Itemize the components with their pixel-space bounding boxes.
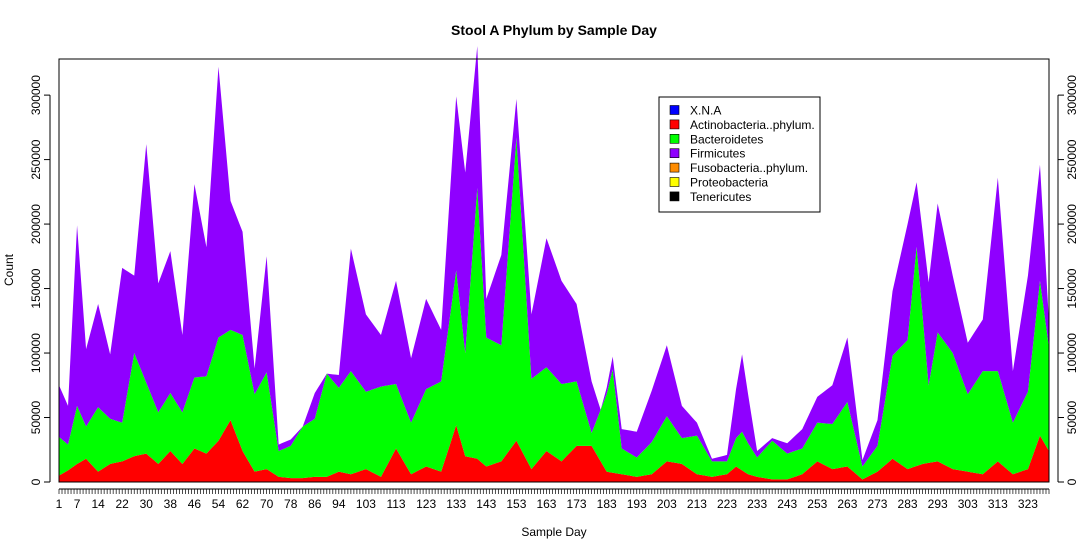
- y-tick-label-right: 300000: [1065, 75, 1079, 115]
- x-tick-label: 103: [356, 497, 376, 511]
- x-tick-label: 203: [657, 497, 677, 511]
- series-area-bacteroidetes: [59, 137, 1049, 480]
- x-tick-label: 273: [867, 497, 887, 511]
- y-axis-left: 0 50000 100000 150000 200000 250000 300000: [29, 75, 51, 485]
- x-tick-label: 46: [188, 497, 202, 511]
- legend-label: Actinobacteria..phylum.: [690, 118, 815, 132]
- x-tick-label: 94: [332, 497, 346, 511]
- legend-label: Fusobacteria..phylum.: [690, 161, 808, 175]
- x-tick-label: 313: [988, 497, 1008, 511]
- legend-label: X.N.A: [690, 104, 721, 118]
- legend: X.N.AActinobacteria..phylum.Bacteroidete…: [658, 96, 821, 213]
- y-tick-label-left: 0: [29, 478, 43, 485]
- x-axis-label: Sample Day: [521, 525, 586, 539]
- x-tick-label: 233: [747, 497, 767, 511]
- x-tick-label: 38: [164, 497, 178, 511]
- x-tick-label: 223: [717, 497, 737, 511]
- legend-swatch: [669, 177, 680, 187]
- x-tick-label: 253: [807, 497, 827, 511]
- legend-swatch: [669, 134, 680, 144]
- legend-swatch: [669, 162, 680, 173]
- x-tick-label: 153: [506, 497, 526, 511]
- y-axis-right: 0 50000 100000 150000 200000 250000 300000: [1057, 75, 1079, 485]
- x-axis: 1 7 14 22 30 38 46 54 62 70 78 86 94 103 113 123 133 143 1…: [56, 488, 1050, 511]
- x-tick-label: 243: [777, 497, 797, 511]
- legend-label: Proteobacteria: [690, 176, 768, 190]
- x-tick-label: 30: [140, 497, 154, 511]
- legend-swatch: [669, 119, 680, 130]
- series-area-actinobacteria-phylum: [59, 420, 1049, 482]
- y-tick-label-right: 250000: [1065, 139, 1079, 179]
- legend-swatch: [669, 148, 680, 158]
- x-tick-label: 303: [958, 497, 978, 511]
- stacked-areas: [59, 46, 1049, 482]
- legend-label: Bacteroidetes: [690, 132, 763, 146]
- x-tick-label: 283: [898, 497, 918, 511]
- x-tick-label: 54: [212, 497, 226, 511]
- x-tick-label: 62: [236, 497, 250, 511]
- x-tick-label: 78: [284, 497, 298, 511]
- x-tick-label: 86: [308, 497, 322, 511]
- y-tick-label-left: 200000: [29, 204, 43, 244]
- y-tick-label-left: 50000: [29, 401, 43, 435]
- y-axis-label: Count: [2, 253, 16, 286]
- legend-swatch: [669, 191, 680, 202]
- x-tick-label: 173: [567, 497, 587, 511]
- y-tick-label-right: 50000: [1065, 401, 1079, 435]
- y-tick-label-left: 150000: [29, 268, 43, 308]
- x-tick-label: 263: [837, 497, 857, 511]
- y-tick-label-left: 100000: [29, 333, 43, 373]
- x-tick-label: 213: [687, 497, 707, 511]
- x-tick-label: 7: [74, 497, 81, 511]
- x-tick-label: 143: [476, 497, 496, 511]
- legend-label: Tenericutes: [690, 190, 751, 204]
- x-tick-label: 133: [446, 497, 466, 511]
- chart-title: Stool A Phylum by Sample Day: [451, 22, 657, 38]
- plot-frame: [58, 58, 1050, 483]
- x-tick-label: 193: [627, 497, 647, 511]
- y-tick-label-right: 0: [1065, 478, 1079, 485]
- x-tick-label: 293: [928, 497, 948, 511]
- legend-box: [658, 96, 821, 213]
- x-tick-label: 70: [260, 497, 274, 511]
- y-tick-label-right: 100000: [1065, 333, 1079, 373]
- legend-swatch: [669, 105, 680, 115]
- x-tick-label: 1: [56, 497, 63, 511]
- x-tick-label: 163: [536, 497, 556, 511]
- y-tick-label-right: 150000: [1065, 268, 1079, 308]
- x-tick-label: 113: [386, 497, 405, 511]
- x-tick-label: 22: [116, 497, 130, 511]
- y-tick-label-left: 250000: [29, 139, 43, 179]
- x-tick-label: 123: [416, 497, 436, 511]
- x-tick-label: 323: [1018, 497, 1038, 511]
- y-tick-label-left: 300000: [29, 75, 43, 115]
- legend-label: Firmicutes: [690, 147, 745, 161]
- x-tick-label: 183: [597, 497, 617, 511]
- x-tick-label: 14: [91, 497, 105, 511]
- y-tick-label-right: 200000: [1065, 204, 1079, 244]
